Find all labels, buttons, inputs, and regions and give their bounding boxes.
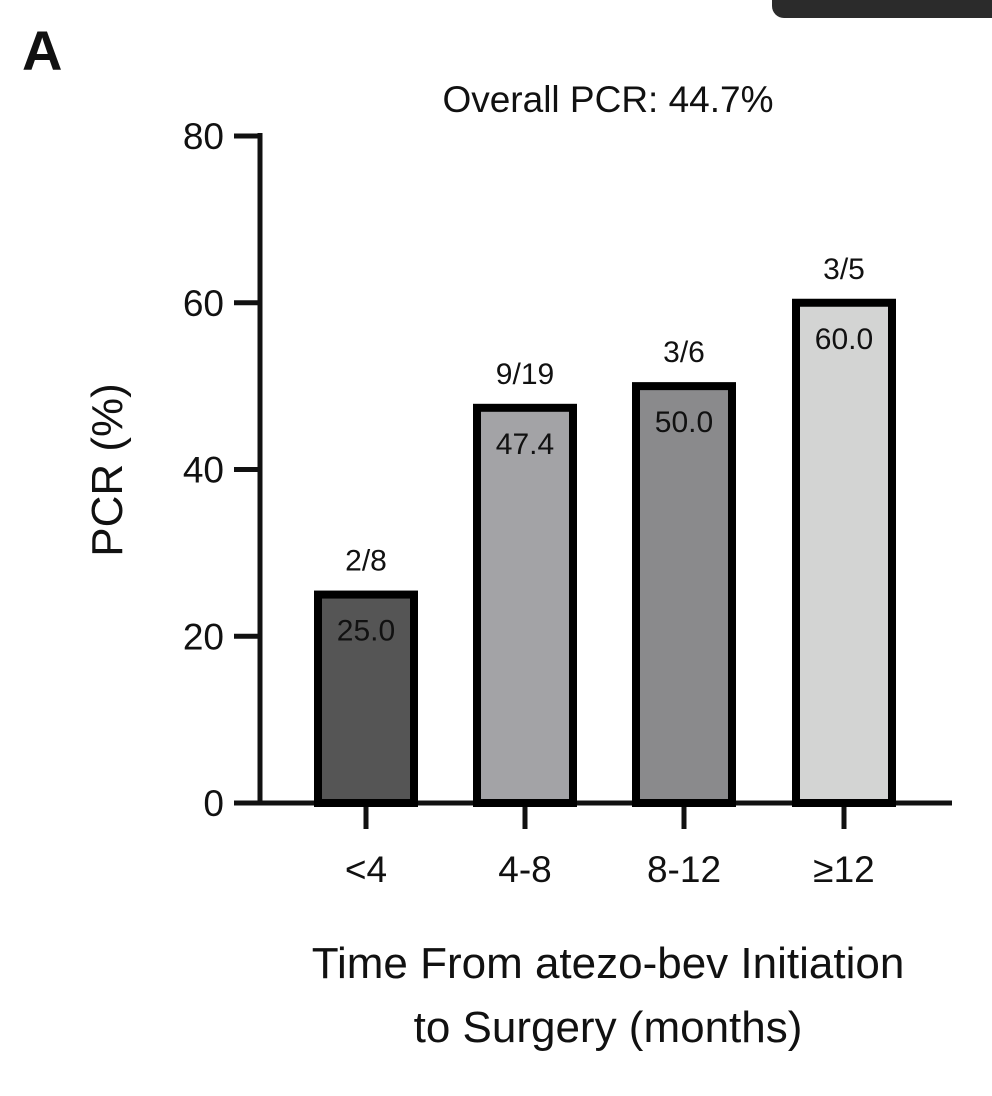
- y-tick-label: 60: [183, 283, 224, 324]
- y-tick-label: 0: [203, 783, 224, 824]
- bar-fraction-label: 2/8: [345, 545, 387, 578]
- x-axis-label-line-1: Time From atezo-bev Initiation: [312, 939, 905, 988]
- x-tick-label: ≥12: [813, 849, 874, 890]
- x-tick-label: 8-12: [647, 849, 721, 890]
- bar: [632, 382, 736, 807]
- panel-letter: A: [22, 19, 62, 82]
- x-axis-label-line-2: to Surgery (months): [414, 1003, 803, 1052]
- x-tick-label: 4-8: [498, 849, 551, 890]
- y-tick-label: 40: [183, 450, 224, 491]
- bar-fraction-label: 3/6: [663, 336, 705, 369]
- y-axis-label: PCR (%): [83, 383, 132, 557]
- y-tick-label: 80: [183, 116, 224, 157]
- x-axis: <4 4-8 8-12 ≥12: [234, 800, 952, 890]
- y-tick-label: 20: [183, 616, 224, 657]
- bars: 25.0 2/8 47.4 9/19 50.0 3/6 60.0 3/5: [314, 253, 896, 807]
- bar: [473, 403, 577, 807]
- chart-title: Overall PCR: 44.7%: [442, 79, 773, 120]
- bar-value-label: 50.0: [655, 406, 713, 439]
- bar-value-label: 25.0: [337, 615, 395, 648]
- bar-value-label: 60.0: [815, 323, 873, 356]
- x-tick-label: <4: [345, 849, 387, 890]
- bar: [792, 298, 896, 807]
- top-toolbar-fragment: [772, 0, 992, 18]
- bar-fraction-label: 3/5: [823, 253, 865, 286]
- bar: [314, 590, 418, 807]
- bar-value-label: 47.4: [496, 428, 554, 461]
- y-axis: 0 20 40 60 80: [183, 116, 263, 824]
- bar-fraction-label: 9/19: [496, 358, 554, 391]
